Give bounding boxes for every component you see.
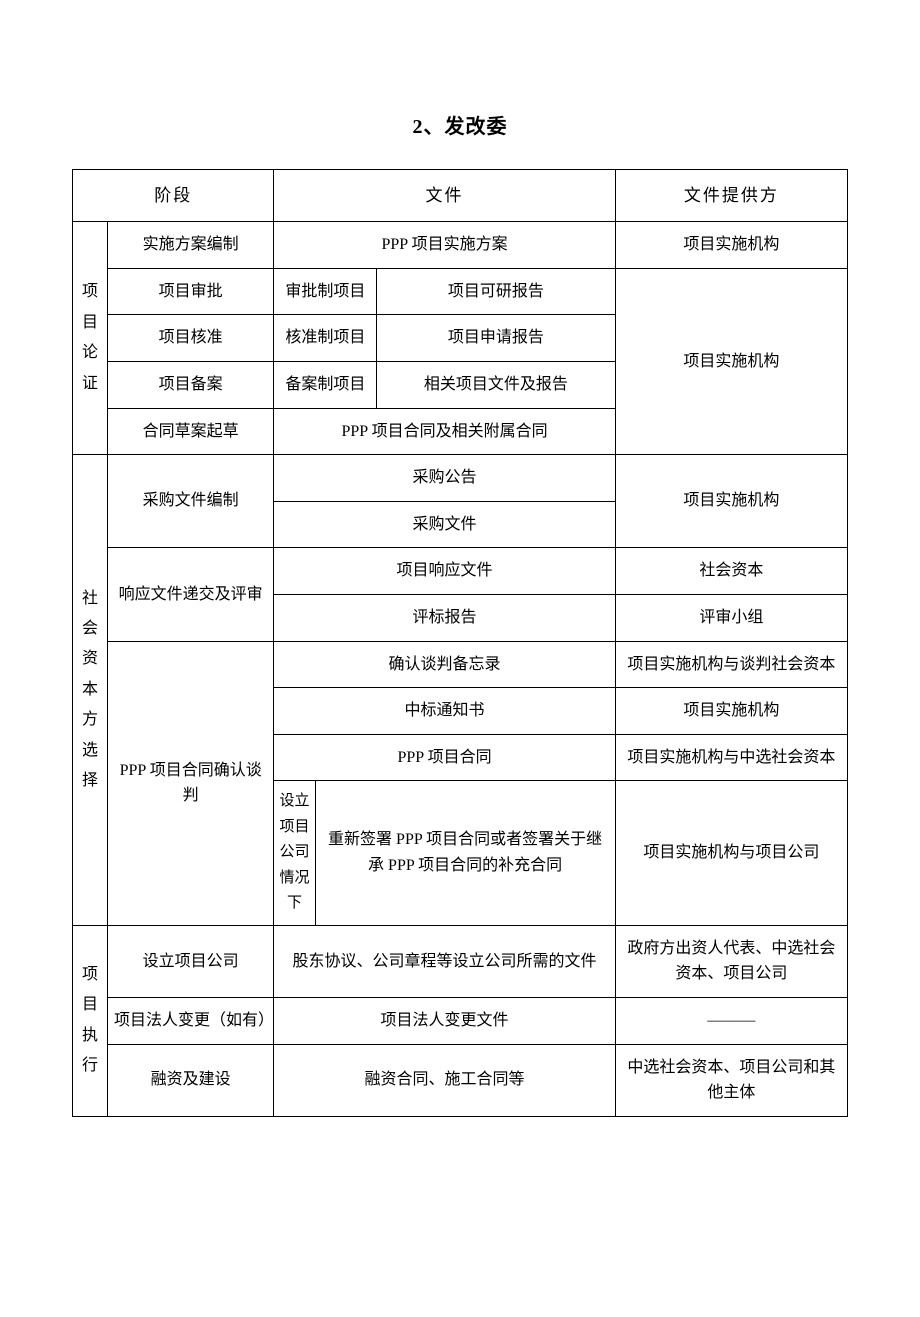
cell-doc: 股东协议、公司章程等设立公司所需的文件 <box>274 925 615 997</box>
cell-sub: 实施方案编制 <box>107 222 274 269</box>
cell-doc: 审批制项目 <box>274 268 377 315</box>
cell-doc: PPP 项目实施方案 <box>274 222 615 269</box>
cell-doc-right: 重新签署 PPP 项目合同或者签署关于继承 PPP 项目合同的补充合同 <box>315 781 615 926</box>
cell-doc: PPP 项目合同 <box>274 734 615 781</box>
table-row: 社会资本方选择 采购文件编制 采购公告 项目实施机构 <box>73 455 848 502</box>
cell-doc: 中标通知书 <box>274 688 615 735</box>
cell-prov: 项目实施机构 <box>615 455 847 548</box>
cell-doc: 采购公告 <box>274 455 615 502</box>
cell-doc: 项目响应文件 <box>274 548 615 595</box>
table-row: 项目论证 实施方案编制 PPP 项目实施方案 项目实施机构 <box>73 222 848 269</box>
cell-doc: 项目可研报告 <box>377 268 615 315</box>
table-row: 项目审批 审批制项目 项目可研报告 项目实施机构 <box>73 268 848 315</box>
cell-sub: 项目审批 <box>107 268 274 315</box>
cell-prov: 项目实施机构与谈判社会资本 <box>615 641 847 688</box>
cell-prov: 项目实施机构 <box>615 688 847 735</box>
vgroup-2: 社会资本方选择 <box>73 455 108 926</box>
cell-prov: 项目实施机构 <box>615 222 847 269</box>
cell-doc: PPP 项目合同及相关附属合同 <box>274 408 615 455</box>
cell-sub: 采购文件编制 <box>107 455 274 548</box>
vgroup-3: 项目执行 <box>73 925 108 1116</box>
cell-prov: 项目实施机构 <box>615 268 847 454</box>
cell-doc: 评标报告 <box>274 594 615 641</box>
table-row: 响应文件递交及评审 项目响应文件 社会资本 <box>73 548 848 595</box>
table-row: 项目执行 设立项目公司 股东协议、公司章程等设立公司所需的文件 政府方出资人代表… <box>73 925 848 997</box>
cell-sub: 响应文件递交及评审 <box>107 548 274 641</box>
table-row: 项目法人变更（如有） 项目法人变更文件 ——— <box>73 998 848 1045</box>
cell-prov: 项目实施机构与项目公司 <box>615 781 847 926</box>
header-document: 文件 <box>274 170 615 222</box>
cell-prov: 项目实施机构与中选社会资本 <box>615 734 847 781</box>
cell-prov: 社会资本 <box>615 548 847 595</box>
cell-doc: 核准制项目 <box>274 315 377 362</box>
cell-doc: 确认谈判备忘录 <box>274 641 615 688</box>
table-row: 融资及建设 融资合同、施工合同等 中选社会资本、项目公司和其他主体 <box>73 1044 848 1116</box>
cell-doc: 采购文件 <box>274 501 615 548</box>
document-page: 2、发改委 阶段 文件 文件提供方 项目论证 实施方案编制 PPP 项目实施方案… <box>0 0 920 1317</box>
cell-sub: 项目备案 <box>107 361 274 408</box>
cell-doc-left: 设立项目公司情况下 <box>274 781 315 926</box>
cell-sub: 项目法人变更（如有） <box>107 998 274 1045</box>
header-stage: 阶段 <box>73 170 274 222</box>
cell-prov: 评审小组 <box>615 594 847 641</box>
cell-prov: 中选社会资本、项目公司和其他主体 <box>615 1044 847 1116</box>
header-provider: 文件提供方 <box>615 170 847 222</box>
cell-sub: PPP 项目合同确认谈判 <box>107 641 274 925</box>
table-row: PPP 项目合同确认谈判 确认谈判备忘录 项目实施机构与谈判社会资本 <box>73 641 848 688</box>
cell-doc: 项目申请报告 <box>377 315 615 362</box>
cell-sub: 融资及建设 <box>107 1044 274 1116</box>
table-header-row: 阶段 文件 文件提供方 <box>73 170 848 222</box>
page-title: 2、发改委 <box>72 110 848 139</box>
cell-prov: 政府方出资人代表、中选社会资本、项目公司 <box>615 925 847 997</box>
vgroup-1: 项目论证 <box>73 222 108 455</box>
cell-doc: 备案制项目 <box>274 361 377 408</box>
cell-doc: 项目法人变更文件 <box>274 998 615 1045</box>
cell-doc: 融资合同、施工合同等 <box>274 1044 615 1116</box>
cell-doc: 相关项目文件及报告 <box>377 361 615 408</box>
cell-sub: 项目核准 <box>107 315 274 362</box>
cell-sub: 合同草案起草 <box>107 408 274 455</box>
cell-prov: ——— <box>615 998 847 1045</box>
cell-sub: 设立项目公司 <box>107 925 274 997</box>
main-table: 阶段 文件 文件提供方 项目论证 实施方案编制 PPP 项目实施方案 项目实施机… <box>72 169 848 1117</box>
